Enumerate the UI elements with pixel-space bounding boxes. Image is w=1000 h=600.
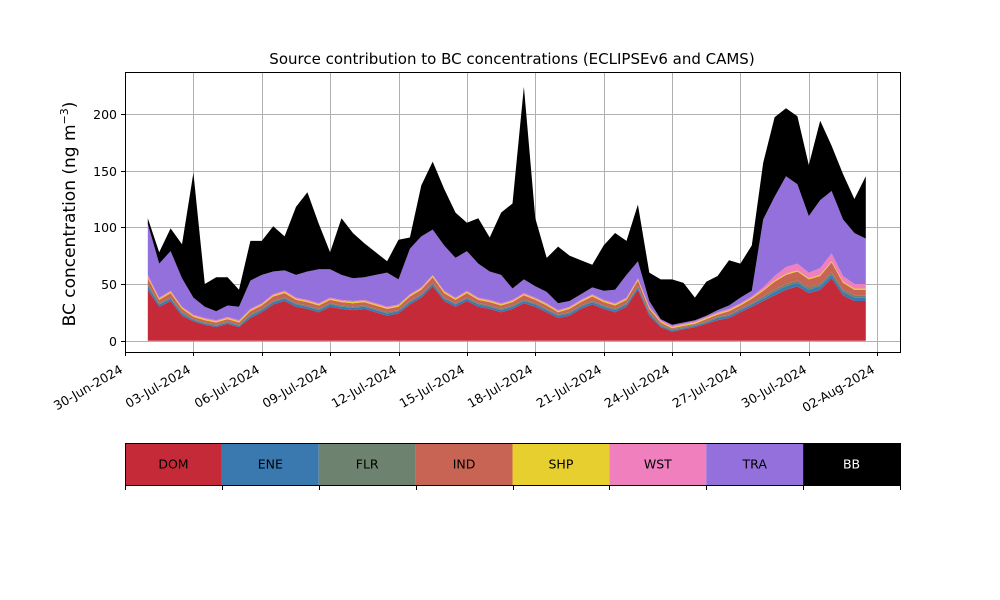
legend-label-shp: SHP [549,457,574,472]
legend-label-tra: TRA [742,457,768,472]
x-tick-label: 24-Jul-2024 [602,362,672,411]
legend-swatch-bb [803,443,900,485]
area-series-bb [147,86,866,325]
y-axis-label-close: ) [60,102,80,109]
legend-label-ind: IND [453,457,476,472]
legend-swatch-ene [221,443,319,485]
area-series-dom [147,278,866,341]
x-tick-label: 18-Jul-2024 [465,362,535,411]
y-tick-label: 0 [109,334,117,349]
legend-swatch-flr [318,443,416,485]
x-tick-label: 30-Jul-2024 [739,362,809,411]
y-tick-label: 50 [101,277,117,292]
chart-title: Source contribution to BC concentrations… [269,50,754,68]
legend-label-wst: WST [644,457,672,472]
y-axis-ticks: 0 50 100 150 200 [93,107,125,349]
x-tick-label: 02-Aug-2024 [799,362,877,415]
x-tick-label: 21-Jul-2024 [534,362,604,411]
x-axis-ticks: 30-Jun-202403-Jul-202406-Jul-202409-Jul-… [51,352,878,415]
legend-swatch-shp [512,443,610,485]
x-tick-label: 15-Jul-2024 [397,362,467,411]
area-series-ene [147,274,866,332]
legend-swatch-dom [125,443,222,485]
x-tick-label: 06-Jul-2024 [192,362,262,411]
plot-frame [125,72,901,353]
y-tick-label: 150 [93,164,117,179]
y-axis-label-exponent: −3 [58,108,71,124]
legend-swatch-ind [415,443,513,485]
y-tick-label: 100 [93,220,117,235]
area-series-ind [147,262,866,330]
legend-colorbar: DOM ENE FLR IND SHP WST TRA BB [125,443,901,490]
legend-label-bb: BB [843,457,860,472]
x-tick-label: 30-Jun-2024 [51,362,125,413]
legend-label-flr: FLR [356,457,379,472]
area-series-flr [147,272,866,331]
area-series-wst [147,253,866,328]
y-axis-label-text: BC concentration (ng m [60,124,80,326]
x-tick-label: 03-Jul-2024 [123,362,193,411]
area-layer [147,86,866,341]
area-series-tra [147,176,866,326]
x-tick-label: 09-Jul-2024 [260,362,330,411]
legend-label-ene: ENE [258,457,283,472]
x-tick-label: 27-Jul-2024 [670,362,740,411]
y-axis-label: BC concentration (ng m−3) [58,102,80,327]
legend-label-dom: DOM [158,457,188,472]
legend-swatch-tra [706,443,804,485]
x-tick-label: 12-Jul-2024 [329,362,399,411]
legend-swatch-wst [609,443,707,485]
y-tick-label: 200 [93,107,117,122]
